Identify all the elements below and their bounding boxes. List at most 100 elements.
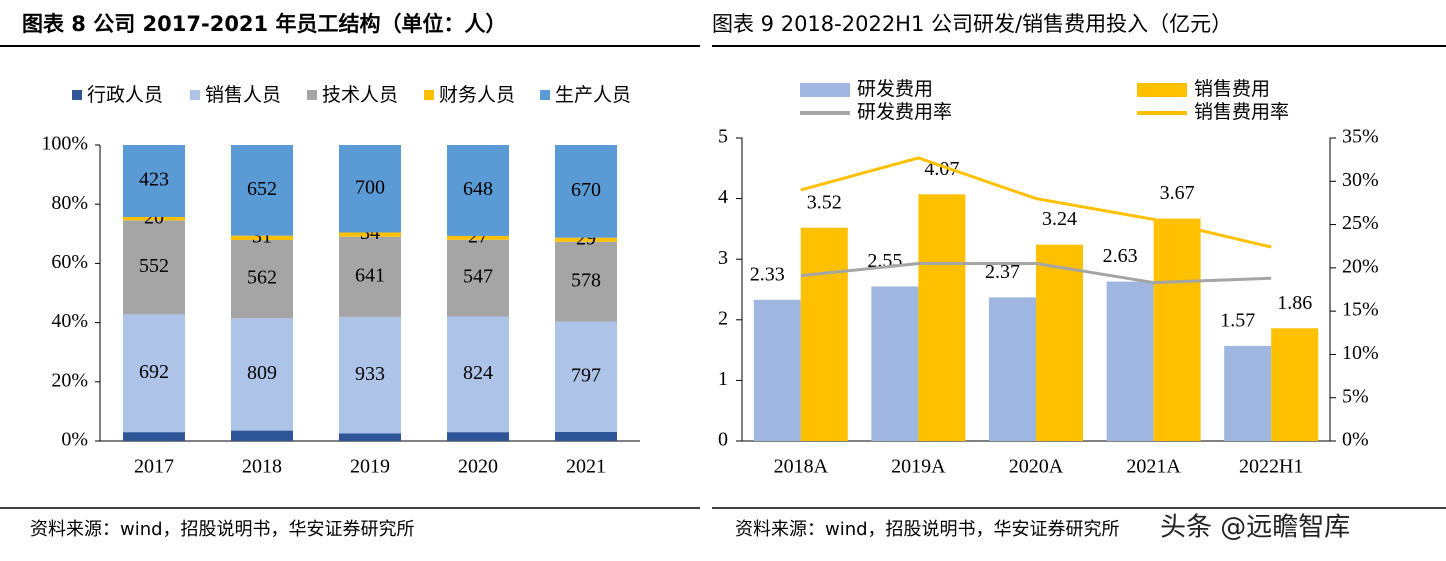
legend-label: 销售费用率 — [1194, 101, 1289, 123]
line-series — [800, 156, 1272, 249]
bar-segment — [123, 220, 185, 315]
bar-segment — [447, 316, 509, 433]
y-tick-label: 4 — [718, 186, 728, 208]
data-label: 547 — [463, 266, 493, 288]
source-note: 资料来源：wind，招股说明书，华安证券研究所 — [735, 519, 1120, 540]
y-tick-label: 3 — [718, 247, 728, 269]
data-label: 3.52 — [807, 191, 842, 213]
x-tick-label: 2021A — [1126, 456, 1181, 478]
bar-segment — [231, 430, 293, 441]
bar — [989, 297, 1036, 441]
legend-swatch — [540, 90, 550, 100]
legend-label: 行政人员 — [87, 84, 163, 106]
bar — [1036, 244, 1083, 441]
data-label: 2.37 — [985, 261, 1020, 283]
legend-label: 生产人员 — [555, 84, 631, 106]
legend-label: 研发费用 — [857, 78, 933, 100]
bar-segment — [339, 433, 401, 441]
bar-segment — [231, 145, 293, 236]
legend-label: 技术人员 — [322, 84, 398, 106]
bar-segment — [555, 321, 617, 433]
bar-segment — [339, 232, 401, 237]
bar-segment — [123, 432, 185, 441]
data-label: 809 — [247, 362, 277, 384]
data-label: 1.57 — [1220, 309, 1255, 331]
data-label: 824 — [463, 362, 493, 384]
bar — [1153, 218, 1201, 441]
x-tick-label: 2017 — [134, 456, 174, 478]
data-label: 648 — [463, 178, 493, 200]
y-tick-label: 5 — [718, 126, 728, 148]
bar-segment — [447, 432, 509, 441]
bar-segment — [231, 318, 293, 431]
legend-swatch — [424, 90, 434, 100]
y2-tick-label: 20% — [1342, 255, 1379, 277]
y-tick-label: 80% — [51, 192, 88, 214]
y2-tick-label: 10% — [1342, 342, 1379, 364]
data-label: 652 — [247, 178, 277, 200]
bar-segment — [231, 235, 293, 240]
legend-swatch — [72, 90, 82, 100]
bar-segment — [123, 314, 185, 433]
bar-segment — [339, 236, 401, 317]
bar-segment — [555, 241, 617, 322]
y2-tick-label: 30% — [1342, 169, 1379, 191]
legend-swatch — [307, 90, 317, 100]
bar-segment — [123, 145, 185, 217]
data-label: 552 — [139, 255, 169, 277]
y-tick-label: 60% — [51, 251, 88, 273]
bar-segment — [555, 432, 617, 441]
x-tick-label: 2018 — [242, 456, 282, 478]
y2-tick-label: 0% — [1342, 429, 1369, 451]
legend-swatch — [190, 90, 200, 100]
legend-label: 销售人员 — [205, 84, 281, 106]
x-tick-label: 2019 — [350, 456, 390, 478]
line-series — [800, 262, 1272, 285]
y-tick-label: 40% — [51, 310, 88, 332]
data-label: 423 — [139, 169, 169, 191]
x-tick-label: 2022H1 — [1239, 456, 1303, 478]
x-tick-label: 2021 — [566, 456, 606, 478]
bar-segment — [555, 237, 617, 242]
data-label: 578 — [571, 269, 601, 291]
y2-tick-label: 35% — [1342, 126, 1379, 148]
bar — [871, 286, 919, 441]
bar — [800, 227, 848, 441]
y2-tick-label: 25% — [1342, 212, 1379, 234]
legend-swatch — [800, 83, 850, 97]
x-tick-label: 2018A — [774, 456, 829, 478]
y-tick-label: 2 — [718, 307, 728, 329]
bar-segment — [231, 239, 293, 319]
legend-swatch — [1137, 83, 1187, 97]
legend-label: 财务人员 — [439, 84, 515, 106]
data-label: 670 — [571, 179, 601, 201]
bar-segment — [339, 316, 401, 434]
bar-segment — [447, 235, 509, 240]
x-tick-label: 2020A — [1009, 456, 1064, 478]
data-label: 933 — [355, 363, 385, 385]
bar-segment — [447, 145, 509, 236]
data-label: 3.67 — [1160, 182, 1195, 204]
legend-label: 研发费用率 — [857, 101, 952, 123]
source-note: 资料来源：wind，招股说明书，华安证券研究所 — [30, 519, 415, 540]
y2-tick-label: 15% — [1342, 299, 1379, 321]
bar — [1271, 328, 1319, 441]
data-label: 641 — [355, 264, 385, 286]
legend-label: 销售费用 — [1194, 78, 1270, 100]
data-label: 700 — [355, 176, 385, 198]
data-label: 1.86 — [1277, 292, 1312, 314]
bar — [1224, 345, 1272, 441]
data-label: 2.63 — [1103, 245, 1138, 267]
bar-segment — [447, 239, 509, 317]
chart-title: 图表 9 2018-2022H1 公司研发/销售费用投入（亿元） — [712, 12, 1232, 36]
y-tick-label: 20% — [51, 369, 88, 391]
bar — [753, 299, 801, 441]
data-label: 797 — [571, 364, 601, 386]
data-label: 2.33 — [750, 263, 785, 285]
data-label: 562 — [247, 267, 277, 289]
data-label: 692 — [139, 361, 169, 383]
x-tick-label: 2020 — [458, 456, 498, 478]
bar-segment — [339, 145, 401, 233]
y-tick-label: 0 — [718, 429, 728, 451]
